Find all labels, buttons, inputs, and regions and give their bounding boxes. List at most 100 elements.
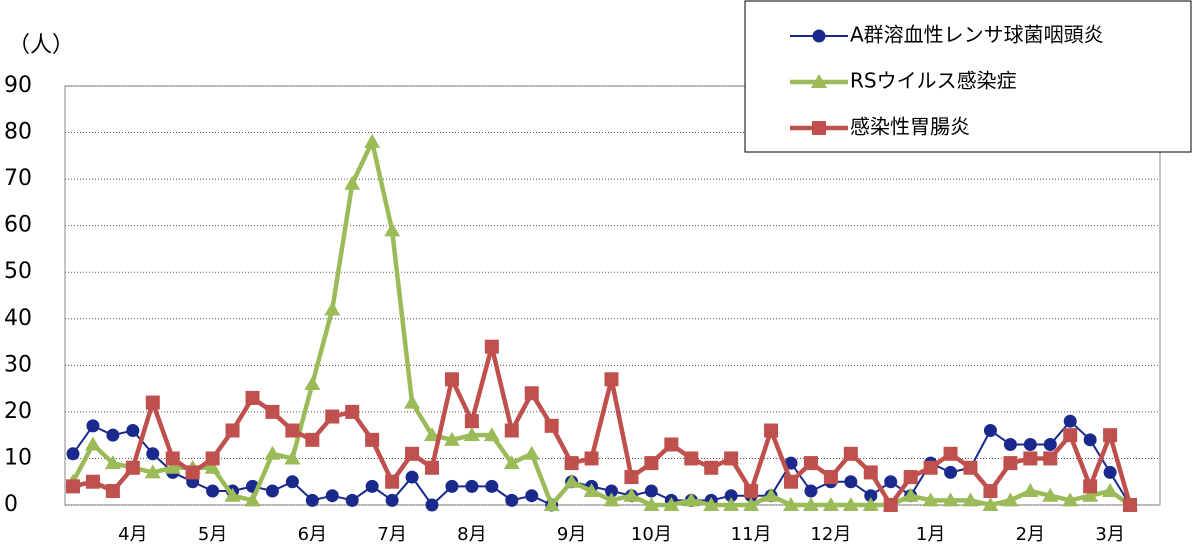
point xyxy=(1063,428,1078,443)
point xyxy=(384,222,401,237)
point xyxy=(445,479,459,493)
point xyxy=(564,456,579,471)
point xyxy=(1082,487,1099,502)
point xyxy=(1062,492,1079,507)
point xyxy=(325,489,339,503)
point xyxy=(345,404,360,419)
x-tick-label: 6月 xyxy=(298,524,327,545)
x-tick-label: 7月 xyxy=(377,524,406,545)
point xyxy=(802,497,819,511)
y-tick-label: 20 xyxy=(4,399,32,424)
point xyxy=(903,470,918,485)
point xyxy=(185,465,200,480)
point xyxy=(125,460,140,475)
x-tick-label: 2月 xyxy=(1016,524,1045,545)
legend-marker xyxy=(812,29,826,43)
y-tick-label: 0 xyxy=(4,492,18,517)
point xyxy=(942,492,959,507)
x-tick-label: 4月 xyxy=(118,524,147,545)
x-tick-label: 11月 xyxy=(731,524,772,545)
x-tick-label: 10月 xyxy=(631,524,672,545)
point xyxy=(265,484,279,498)
point xyxy=(483,427,500,442)
y-tick-label: 40 xyxy=(4,306,32,331)
point xyxy=(943,446,958,461)
point xyxy=(1003,437,1017,451)
point xyxy=(404,394,421,409)
y-tick-label: 50 xyxy=(4,259,32,284)
legend-label: A群溶血性レンサ球菌咽頭炎 xyxy=(850,23,1104,47)
point xyxy=(66,479,80,494)
point xyxy=(603,492,620,507)
point xyxy=(843,446,858,461)
point xyxy=(842,497,859,511)
point xyxy=(465,479,479,493)
point xyxy=(106,428,120,442)
point xyxy=(164,459,181,474)
point xyxy=(1043,437,1057,451)
point xyxy=(344,175,361,190)
point xyxy=(543,497,560,511)
point xyxy=(365,432,380,447)
point xyxy=(1103,428,1118,443)
point xyxy=(1123,498,1138,512)
point xyxy=(305,432,320,447)
point xyxy=(1023,451,1038,466)
point xyxy=(724,451,739,466)
point xyxy=(1063,414,1077,428)
point xyxy=(444,372,459,387)
point xyxy=(305,493,319,507)
point xyxy=(485,479,499,493)
point xyxy=(285,475,299,489)
point xyxy=(1023,437,1037,451)
point xyxy=(1102,483,1119,498)
point xyxy=(285,423,300,438)
point xyxy=(883,498,898,512)
point xyxy=(862,497,879,511)
point xyxy=(443,431,460,446)
point xyxy=(704,460,719,475)
point xyxy=(145,395,160,410)
point xyxy=(922,492,939,507)
point xyxy=(165,451,180,466)
y-tick-label: 90 xyxy=(4,73,32,98)
point xyxy=(205,451,220,466)
legend-label: RSウイルス感染症 xyxy=(850,69,1017,93)
plot-area xyxy=(64,85,1161,506)
point xyxy=(503,455,520,470)
point xyxy=(744,484,759,499)
point xyxy=(703,497,720,511)
point xyxy=(204,459,221,474)
point xyxy=(464,414,479,429)
point xyxy=(944,465,958,479)
point xyxy=(644,456,659,471)
point xyxy=(104,455,121,470)
point xyxy=(963,460,978,475)
point xyxy=(624,470,639,485)
point xyxy=(544,418,559,433)
point xyxy=(385,474,400,489)
point xyxy=(863,465,878,480)
point xyxy=(804,484,818,498)
point xyxy=(524,386,539,401)
point xyxy=(983,424,997,438)
y-tick-label: 70 xyxy=(4,166,32,191)
point xyxy=(983,484,998,499)
x-tick-label: 9月 xyxy=(557,524,586,545)
point xyxy=(325,409,340,424)
point xyxy=(364,133,381,148)
point xyxy=(982,497,999,511)
point xyxy=(563,473,580,488)
point xyxy=(206,484,220,498)
point xyxy=(405,446,420,461)
point xyxy=(345,493,359,507)
point xyxy=(523,445,540,460)
point xyxy=(803,456,818,471)
point xyxy=(245,390,260,405)
point xyxy=(224,487,241,502)
point xyxy=(723,497,740,511)
point xyxy=(1083,433,1097,447)
point xyxy=(225,423,240,438)
